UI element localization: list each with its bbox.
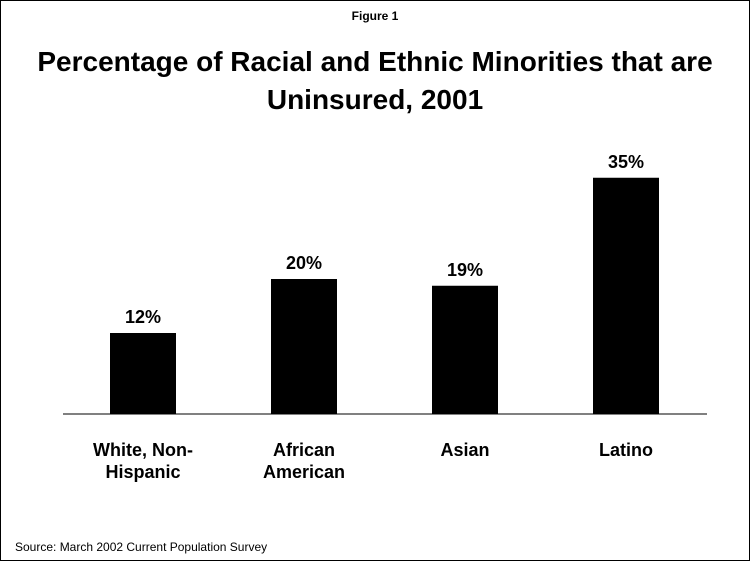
bar-chart: 12% White, Non-Hispanic 20% African American… — [63, 152, 707, 482]
bar-1 — [271, 279, 337, 414]
source-note: Source: March 2002 Current Population Su… — [15, 540, 268, 554]
category-label-line: African — [273, 440, 335, 460]
bar-value-label-1: 20% — [286, 253, 322, 273]
bar-3 — [593, 177, 659, 414]
bar-value-label-3: 35% — [608, 152, 644, 172]
category-label-3: Latino — [599, 440, 653, 460]
category-label-0: White, Non-Hispanic — [93, 440, 193, 482]
bar-0 — [110, 333, 176, 414]
category-label-line: Latino — [599, 440, 653, 460]
figure-label: Figure 1 — [351, 9, 399, 23]
chart-title: Percentage of Racial and Ethnic Minoriti… — [37, 46, 713, 115]
bar-value-label-2: 19% — [447, 260, 483, 280]
category-label-2: Asian — [440, 440, 489, 460]
category-label-1: African American — [263, 440, 345, 482]
category-label-line: Hispanic — [105, 462, 180, 482]
category-label-line: American — [263, 462, 345, 482]
bar-value-label-0: 12% — [125, 307, 161, 327]
bars-layer — [110, 177, 659, 414]
category-label-line: White, Non- — [93, 440, 193, 460]
category-label-line: Asian — [440, 440, 489, 460]
bar-2 — [432, 285, 498, 414]
labels-layer: 12% White, Non-Hispanic 20% African American… — [93, 152, 653, 482]
